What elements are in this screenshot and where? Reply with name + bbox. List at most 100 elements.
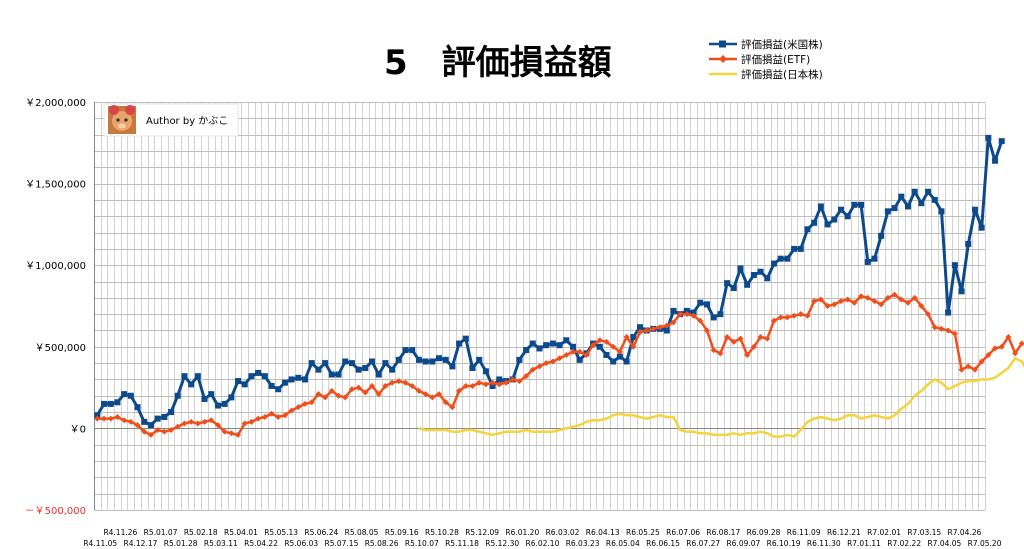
data-point-marker: [168, 409, 175, 416]
series-lines: [94, 134, 1024, 438]
data-point-marker: [784, 314, 791, 321]
data-point-marker: [228, 430, 235, 437]
data-point-marker: [214, 422, 221, 429]
x-tick-label: R6.06.15: [646, 539, 680, 548]
data-point-marker: [643, 327, 650, 334]
data-point-marker: [328, 387, 335, 394]
data-point-marker: [1018, 340, 1024, 347]
data-point-marker: [295, 404, 302, 411]
data-point-marker: [710, 314, 717, 321]
data-point-marker: [221, 428, 228, 435]
y-tick-label: ￥0: [70, 424, 86, 435]
data-point-marker: [549, 340, 556, 347]
data-point-marker: [697, 299, 704, 306]
data-point-marker: [951, 330, 958, 337]
data-point-marker: [348, 386, 355, 393]
data-point-marker: [489, 382, 496, 389]
data-point-marker: [717, 311, 724, 318]
data-point-marker: [114, 399, 121, 406]
data-point-marker: [596, 343, 603, 350]
data-point-marker: [355, 384, 362, 391]
data-point-marker: [817, 296, 824, 303]
data-point-marker: [422, 391, 429, 398]
data-point-marker: [516, 378, 523, 385]
data-point-marker: [945, 309, 952, 316]
data-point-marker: [911, 188, 918, 195]
data-point-marker: [1005, 334, 1012, 341]
x-tick-label: R6.02.10: [526, 539, 560, 548]
data-point-marker: [871, 298, 878, 305]
data-point-marker: [141, 418, 148, 425]
data-point-marker: [670, 307, 677, 314]
data-point-marker: [837, 298, 844, 305]
legend-label: 評価損益(日本株): [741, 68, 823, 81]
data-point-marker: [248, 373, 255, 380]
data-point-marker: [127, 392, 134, 399]
data-point-marker: [101, 400, 108, 407]
data-point-marker: [737, 335, 744, 342]
x-tick-label: R6.12.21: [827, 528, 861, 537]
data-point-marker: [456, 340, 463, 347]
data-point-marker: [322, 394, 329, 401]
data-point-marker: [442, 399, 449, 406]
data-point-marker: [154, 415, 161, 422]
data-point-marker: [791, 245, 798, 252]
data-point-marker: [636, 329, 643, 336]
data-point-marker: [275, 386, 282, 393]
data-point-marker: [556, 342, 563, 349]
axes: ￥2,000,000 ￥1,500,000 ￥1,000,000 ￥500,000 ￥0…: [25, 98, 1002, 548]
data-point-marker: [462, 382, 469, 389]
legend-label: 評価損益(米国株): [741, 38, 823, 51]
data-point-marker: [362, 365, 369, 372]
data-point-marker: [569, 348, 576, 355]
data-point-marker: [208, 417, 215, 424]
x-tick-label: R5.06.24: [304, 528, 338, 537]
data-point-marker: [804, 312, 811, 319]
data-point-marker: [951, 262, 958, 269]
data-point-marker: [884, 294, 891, 301]
legend-label: 評価損益(ETF): [741, 53, 810, 66]
data-point-marker: [302, 376, 309, 383]
x-tick-label: R5.10.07: [405, 539, 439, 548]
x-tick-label: R5.11.18: [445, 539, 479, 548]
data-point-marker: [322, 360, 329, 367]
data-point-marker: [101, 415, 108, 422]
data-point-marker: [683, 311, 690, 318]
data-point-marker: [134, 404, 141, 411]
data-point-marker: [978, 358, 985, 365]
data-point-marker: [730, 338, 737, 345]
x-tick-label: R6.07.27: [686, 539, 720, 548]
data-point-marker: [181, 373, 188, 380]
data-point-marker: [744, 281, 751, 288]
data-point-marker: [945, 327, 952, 334]
data-point-marker: [308, 399, 315, 406]
data-point-marker: [750, 343, 757, 350]
data-point-marker: [147, 431, 154, 438]
data-point-marker: [456, 387, 463, 394]
data-point-marker: [389, 366, 396, 373]
data-point-marker: [677, 311, 684, 318]
data-point-marker: [965, 240, 972, 247]
data-point-marker: [342, 394, 349, 401]
data-point-marker: [141, 428, 148, 435]
data-point-marker: [931, 324, 938, 331]
x-tick-label: R6.10.19: [767, 539, 801, 548]
data-point-marker: [630, 334, 637, 341]
data-point-marker: [851, 299, 858, 306]
data-point-marker: [228, 394, 235, 401]
data-point-marker: [717, 350, 724, 357]
x-tick-label: R5.04.22: [244, 539, 278, 548]
data-point-marker: [315, 366, 322, 373]
data-point-marker: [1012, 350, 1019, 357]
x-tick-label: R5.06.03: [284, 539, 318, 548]
x-tick-label: R5.01.28: [164, 539, 198, 548]
data-point-marker: [670, 319, 677, 326]
y-tick-label: ￥2,000,000: [25, 98, 86, 109]
x-tick-label: R5.01.07: [144, 528, 178, 537]
data-point-marker: [891, 205, 898, 212]
data-point-marker: [395, 378, 402, 385]
data-point-marker: [737, 265, 744, 272]
data-point-marker: [469, 382, 476, 389]
data-point-marker: [831, 216, 838, 223]
